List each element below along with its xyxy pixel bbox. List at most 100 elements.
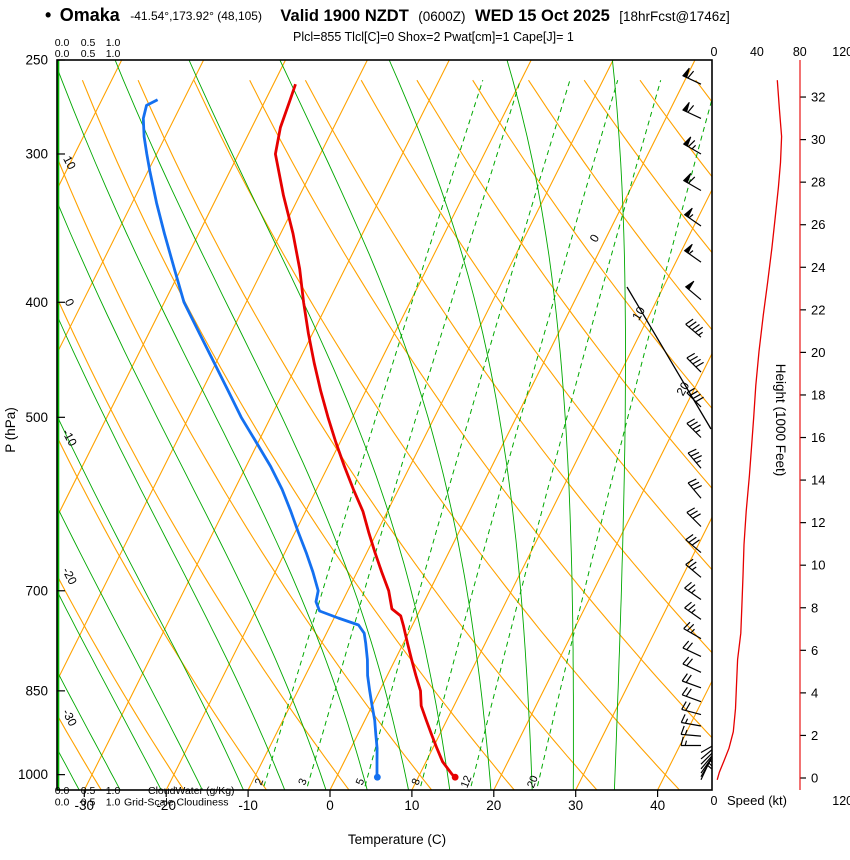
theta-label: -20 [59,565,80,587]
mixing-ratio-line [419,80,619,790]
theta-label: 10 [60,153,79,172]
dry-adiabat-line [81,79,516,790]
wind-barb [686,352,704,373]
height-axis-label: Height (1000 Feet) [773,364,788,477]
moist-adiabat-line [57,590,162,790]
isotherm-line [657,679,712,790]
surface-temp-dot [451,773,459,781]
speed-axis-label: Speed (kt) [727,793,787,808]
forecast-ref: [18hrFcst@1746z] [619,9,730,24]
height-tick-label: 4 [811,685,818,700]
valid-date: WED 15 Oct 2025 [475,7,610,25]
wind-barb [681,687,702,703]
isotherm-line [83,60,450,790]
height-tick-label: 24 [811,260,825,275]
station-marker-icon: • [45,5,51,25]
temp-tick-label: 0 [326,798,334,813]
wind-barb-pennant [683,207,693,218]
speed-tick-label-top: 40 [750,45,764,59]
wind-barb [685,558,702,578]
dry-adiabat-line [57,296,350,790]
moist-adiabat-line [57,314,286,790]
mixing-ratio-line [262,80,484,790]
isotherm-line [57,60,286,519]
dry-adiabat-line [416,79,712,490]
moist-adiabat-line [611,60,626,790]
height-tick-label: 30 [811,132,825,147]
dry-adiabat-line [137,79,598,790]
speed-tick-label-top: 0 [711,45,718,59]
wind-barb [681,673,702,689]
wind-barb [686,507,702,527]
moist-adiabat-line [57,66,368,790]
wind-barb-pennant [682,101,690,113]
cloudiness-scale-bottom: 0.5 [81,797,96,809]
wind-barb [683,621,702,640]
height-tick-label: 18 [811,387,825,402]
isotherm-line [57,60,123,191]
mixratio-label: 20 [525,774,541,790]
wind-barb-pennant [682,173,692,184]
speed-profile [716,80,783,780]
pressure-tick-label: 300 [25,146,48,161]
dry-adiabat-line [57,435,268,790]
pressure-tick-label: 500 [25,410,48,425]
sounding-profiles [141,83,459,781]
pressure-tick-label: 250 [25,53,48,68]
wind-barb [682,656,702,673]
plot-frame [56,59,713,791]
temp-tick-label: -10 [238,798,258,813]
cloudiness-scale-top: 0.0 [55,48,70,60]
wind-barb [685,534,702,554]
temp-tick-label: 30 [568,798,583,813]
cloudiness-scale-top: 0.5 [81,48,96,60]
pressure-tick-label: 850 [25,683,48,698]
height-tick-label: 20 [811,345,825,360]
height-tick-label: 12 [811,515,825,530]
station-name: Omaka [60,5,121,25]
speed-tick-label-top: 120 [832,45,850,59]
mixing-ratio-line [305,80,521,790]
isotherm-label: 10 [629,304,648,323]
pressure-axis-label: P (hPa) [3,407,18,453]
height-tick-label: 0 [811,771,818,786]
pressure-tick-label: 700 [25,583,48,598]
dry-adiabat-grid [57,79,712,790]
moist-adiabat-grid [57,60,626,790]
speed-tick-label-top: 80 [793,45,807,59]
pressure-tick-label: 400 [25,295,48,310]
wind-barb [700,748,712,760]
height-tick-label: 2 [811,728,818,743]
cloudiness-scale-top: 1.0 [106,48,121,60]
mixratio-label: 12 [459,774,475,790]
dry-adiabat-line [57,155,433,790]
moist-adiabat-line [188,60,451,790]
sounding-title: • Omaka -41.54°,173.92° (48,105) Valid 1… [45,5,730,25]
height-tick-label: 6 [811,643,818,658]
wind-barb [680,714,702,727]
wind-speed-curve [716,80,783,780]
moist-adiabat-line [57,200,327,790]
cloudiness-label: Grid-Scale Cloudiness [124,797,228,809]
temperature-curve [274,83,457,779]
wind-barb [680,725,702,737]
moist-adiabat-line [279,60,492,790]
wind-barbs [680,67,712,781]
cloudiness-scale-bottom: 1.0 [106,797,121,809]
dry-adiabat-line [528,79,712,331]
cloudwater-scale-top: 1.0 [106,37,121,49]
temperature-label-diagonal [626,286,712,430]
moist-adiabat-line [57,505,203,790]
isotherm-line [165,60,532,790]
wind-barb [687,478,702,499]
temp-tick-label: 10 [404,798,419,813]
wind-barb [686,387,704,408]
dry-adiabat-line [360,79,712,571]
wind-barb [681,701,702,716]
moist-adiabat-line [57,414,244,790]
valid-utc: (0600Z) [418,9,465,24]
height-tick-label: 16 [811,430,825,445]
cloudwater-scale-bottom: 0.0 [55,785,70,797]
wind-barb [684,601,702,620]
